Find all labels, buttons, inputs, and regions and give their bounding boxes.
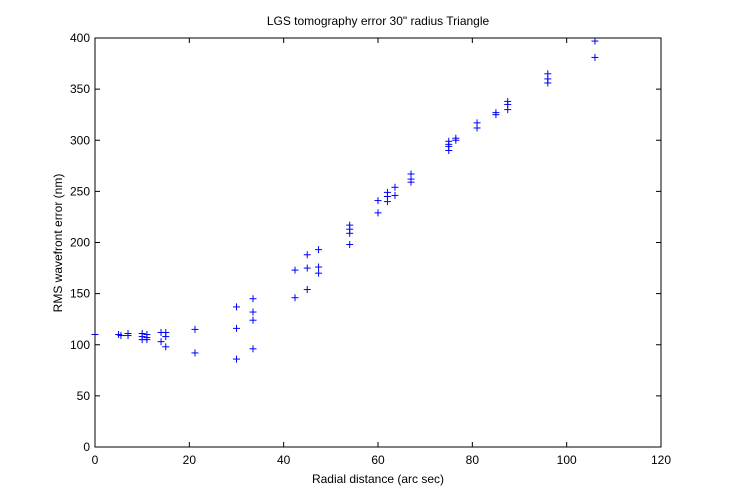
y-axis-label: RMS wavefront error (nm) — [51, 174, 65, 313]
data-point — [591, 37, 599, 45]
data-point — [249, 316, 257, 324]
data-point — [291, 266, 299, 274]
y-tick-label: 0 — [83, 440, 90, 454]
x-tick-label: 100 — [557, 453, 577, 467]
y-tick-label: 100 — [70, 338, 90, 352]
data-point — [249, 345, 257, 353]
data-point — [124, 332, 132, 340]
data-point — [383, 198, 391, 206]
data-point — [233, 355, 240, 363]
data-point — [315, 246, 323, 254]
data-point — [191, 325, 199, 333]
x-axis-label: Radial distance (arc sec) — [312, 472, 444, 486]
data-point — [249, 308, 257, 316]
data-point — [143, 336, 151, 344]
data-point — [162, 343, 170, 351]
x-tick-label: 40 — [277, 453, 291, 467]
data-point — [591, 53, 599, 61]
x-tick-label: 0 — [92, 453, 99, 467]
data-points — [91, 37, 599, 363]
data-point — [157, 338, 165, 346]
data-point — [492, 111, 500, 119]
data-point — [117, 332, 125, 340]
data-point — [407, 178, 415, 186]
data-point — [374, 197, 382, 205]
data-point — [291, 294, 299, 302]
x-tick-label: 20 — [183, 453, 197, 467]
data-point — [391, 191, 399, 199]
y-tick-label: 400 — [70, 31, 90, 45]
data-point — [452, 136, 460, 144]
data-point — [303, 251, 311, 259]
data-point — [233, 324, 240, 332]
x-tick-label: 80 — [466, 453, 480, 467]
data-point — [544, 79, 552, 87]
data-point — [346, 241, 354, 249]
data-point — [315, 269, 323, 277]
x-tick-label: 60 — [371, 453, 385, 467]
data-point — [504, 106, 512, 114]
data-point — [303, 264, 311, 272]
y-tick-label: 150 — [70, 287, 90, 301]
y-tick-label: 300 — [70, 133, 90, 147]
data-point — [374, 209, 382, 217]
data-point — [162, 333, 170, 341]
plot-area-frame — [94, 37, 662, 448]
data-point — [346, 229, 354, 237]
tick-labels: 0 20 40 60 80 100 120 0 50 100 150 200 250 300 350 400 — [70, 31, 671, 467]
chart-title: LGS tomography error 30" radius Triangle — [267, 14, 490, 28]
data-point — [445, 146, 453, 154]
data-point — [249, 295, 257, 303]
data-point — [303, 286, 311, 294]
y-tick-label: 200 — [70, 236, 90, 250]
y-tick-label: 50 — [77, 389, 91, 403]
data-point — [233, 303, 240, 311]
data-point — [191, 349, 199, 357]
data-point — [473, 124, 481, 132]
x-tick-label: 120 — [651, 453, 671, 467]
y-tick-label: 250 — [70, 184, 90, 198]
data-point — [391, 183, 399, 191]
data-point — [315, 263, 323, 271]
y-tick-label: 350 — [70, 82, 90, 96]
